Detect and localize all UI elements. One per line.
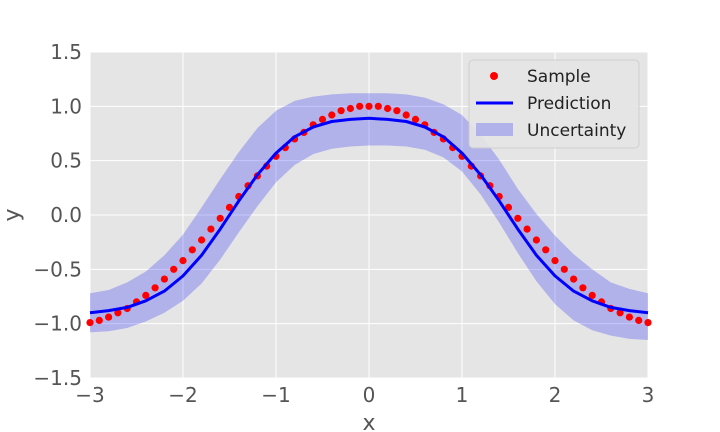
sample-point <box>625 313 634 321</box>
sample-point <box>384 104 392 113</box>
sample-point <box>365 102 373 110</box>
sample-point <box>105 313 113 321</box>
sample-point <box>188 246 196 254</box>
sample-point <box>411 115 420 123</box>
sample-point <box>346 104 354 113</box>
sample-point <box>225 203 234 211</box>
x-axis-label: x <box>362 411 375 432</box>
x-tick-label: 1 <box>456 383 469 407</box>
sample-point <box>151 284 159 292</box>
sample-point <box>588 291 596 299</box>
legend-marker-uncertainty <box>476 123 513 136</box>
sample-point <box>402 111 410 119</box>
sample-point <box>570 275 578 283</box>
sample-point <box>207 225 215 233</box>
sample-point <box>337 107 345 115</box>
sample-point <box>86 319 94 327</box>
sample-point <box>514 214 522 222</box>
x-tick-label: −3 <box>75 383 104 407</box>
sample-point <box>374 102 382 110</box>
y-tick-label: 1.5 <box>50 40 82 64</box>
sample-point <box>551 257 559 265</box>
legend-marker-sample <box>490 72 498 80</box>
y-tick-label: −0.5 <box>33 257 82 281</box>
sample-point <box>216 214 224 222</box>
uncertainty-band <box>90 93 648 340</box>
uncertainty-area <box>90 93 648 340</box>
sample-point <box>95 316 103 324</box>
y-tick-label: −1.5 <box>33 366 82 390</box>
sample-point <box>142 291 150 299</box>
sample-point <box>532 236 541 244</box>
y-tick-label: 0.0 <box>50 203 82 227</box>
y-tick-label: 1.0 <box>50 94 82 118</box>
legend-label-prediction: Prediction <box>527 94 611 114</box>
sample-point <box>560 265 568 273</box>
y-tick-label: 0.5 <box>50 149 82 173</box>
x-tick-label: −2 <box>168 383 197 407</box>
sample-point <box>616 309 624 317</box>
x-tick-label: 3 <box>642 383 655 407</box>
y-axis-label: y <box>0 208 25 221</box>
sample-point <box>356 102 364 110</box>
sample-point <box>318 115 327 123</box>
x-tick-label: 2 <box>549 383 562 407</box>
sample-point <box>393 107 401 115</box>
legend: Sample Prediction Uncertainty <box>468 59 640 149</box>
sample-point <box>170 265 178 273</box>
x-tick-label: 0 <box>363 383 376 407</box>
sample-point <box>179 257 187 265</box>
sample-point <box>523 225 531 233</box>
y-tick-label: −1.0 <box>33 312 82 336</box>
sample-point <box>635 316 643 324</box>
legend-label-sample: Sample <box>527 67 591 87</box>
prediction-line <box>89 116 649 315</box>
prediction-curve <box>89 116 649 315</box>
sample-point <box>504 203 513 211</box>
sample-point <box>542 246 550 254</box>
sample-point <box>644 319 652 327</box>
x-tick-label: −1 <box>261 383 290 407</box>
sample-point <box>328 111 336 119</box>
y-tick-labels: −1.5 −1.0 −0.5 0.0 0.5 1.0 1.5 <box>33 40 82 390</box>
legend-box <box>468 59 640 149</box>
grid <box>89 51 649 379</box>
legend-label-uncertainty: Uncertainty <box>527 121 626 141</box>
sample-point <box>160 275 168 283</box>
x-tick-labels: −3 −2 −1 0 1 2 3 <box>75 383 654 407</box>
sample-point <box>114 309 122 317</box>
sample-point <box>579 284 587 292</box>
sample-point <box>198 236 206 244</box>
